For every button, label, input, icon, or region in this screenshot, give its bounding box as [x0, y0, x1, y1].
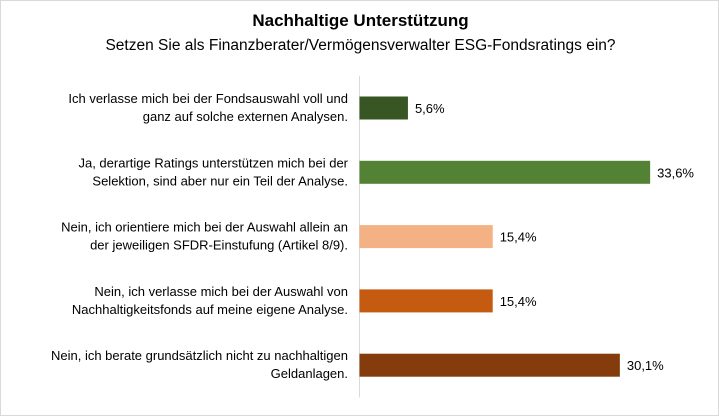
category-label-1-line-2: ganz auf solche externen Analysen. — [143, 109, 348, 124]
category-label-4-line-1: Nein, ich verlasse mich bei der Auswahl … — [94, 284, 348, 299]
data-label-4: 15,4% — [500, 294, 537, 309]
chart-title: Nachhaltige Unterstützung — [252, 11, 469, 30]
category-label-2-line-2: Selektion, sind aber nur ein Teil der An… — [92, 173, 348, 188]
data-label-3: 15,4% — [500, 230, 537, 245]
data-label-1: 5,6% — [415, 101, 445, 116]
category-label-4: Nein, ich verlasse mich bei der Auswahl … — [72, 284, 348, 317]
bar-4 — [359, 289, 493, 313]
data-label-5: 30,1% — [627, 358, 664, 373]
bar-1 — [359, 96, 408, 120]
bar-5 — [359, 353, 620, 377]
category-label-2: Ja, derartige Ratings unterstützen mich … — [78, 155, 348, 188]
category-label-3: Nein, ich orientiere mich bei der Auswah… — [61, 220, 348, 253]
category-label-5-line-1: Nein, ich berate grundsätzlich nicht zu … — [51, 348, 348, 363]
category-label-3-line-1: Nein, ich orientiere mich bei der Auswah… — [61, 220, 348, 235]
category-label-3-line-2: der jeweiligen SFDR-Einstufung (Artikel … — [90, 238, 348, 253]
category-label-2-line-1: Ja, derartige Ratings unterstützen mich … — [78, 155, 348, 170]
bar-2 — [359, 160, 651, 184]
category-label-5-line-2: Geldanlagen. — [271, 366, 348, 381]
category-label-1-line-1: Ich verlasse mich bei der Fondsauswahl v… — [68, 91, 348, 106]
category-label-5: Nein, ich berate grundsätzlich nicht zu … — [51, 348, 348, 381]
category-label-1: Ich verlasse mich bei der Fondsauswahl v… — [68, 91, 348, 124]
data-label-2: 33,6% — [657, 165, 694, 180]
category-label-4-line-2: Nachhaltigkeitsfonds auf meine eigene An… — [72, 302, 348, 317]
bar-3 — [359, 225, 493, 249]
chart-subtitle: Setzen Sie als Finanzberater/Vermögensve… — [105, 37, 616, 54]
